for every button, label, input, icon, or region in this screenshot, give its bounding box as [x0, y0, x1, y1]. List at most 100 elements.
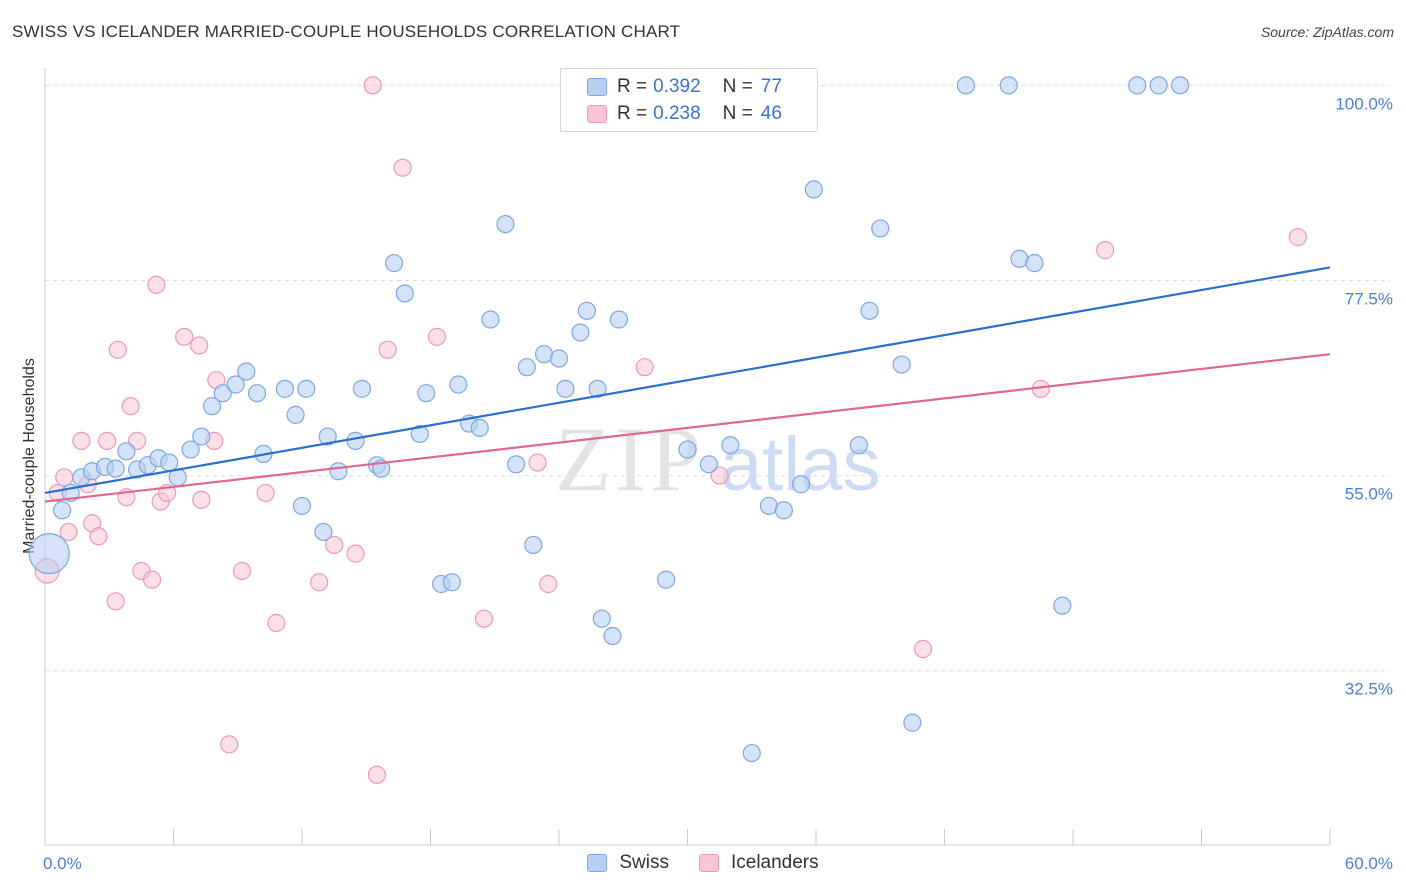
icelander-point [55, 468, 74, 487]
icelander-point [474, 609, 494, 628]
icelander-point [528, 453, 547, 472]
swiss-point [592, 609, 611, 628]
swiss-point [202, 397, 222, 416]
legend-row-icelanders: R = 0.238 N = 46 [587, 102, 782, 126]
y-tick-label: 32.5% [1345, 680, 1393, 699]
icelander-point [192, 490, 211, 509]
swiss-point [849, 436, 868, 455]
source-label: Source: ZipAtlas.com [1260, 24, 1394, 40]
icelander-point [190, 336, 209, 355]
swiss-point [160, 453, 179, 472]
swiss-point [804, 180, 823, 199]
icelander-point [539, 574, 558, 594]
swiss-point [247, 384, 267, 403]
legend-ice-r-label: R = [617, 103, 648, 124]
swiss-point [903, 713, 922, 732]
icelander-point [220, 735, 239, 754]
icelander-point [427, 327, 447, 346]
swiss-point [1128, 76, 1147, 95]
swiss-point [297, 379, 316, 398]
icelander-point [913, 639, 933, 659]
x-ticks [44, 829, 1331, 845]
watermark-zip: ZIP [555, 408, 705, 510]
swiss-point [524, 535, 543, 555]
swiss-point [656, 570, 676, 589]
swiss-point [774, 501, 793, 520]
icelander-point [393, 158, 412, 177]
legend: R = 0.392 N = 77 R = 0.238 N = 46 [560, 68, 818, 132]
swiss-point [534, 345, 554, 364]
y-tick-label: 100.0% [1335, 94, 1393, 113]
swiss-point [213, 384, 232, 403]
swiss-point [549, 349, 569, 368]
swiss-point [1053, 596, 1072, 615]
bottom-legend-swiss[interactable]: Swiss [587, 852, 669, 874]
legend-swiss-r-value: 0.392 [653, 76, 701, 97]
swiss-point [226, 375, 245, 394]
swiss-point [507, 455, 526, 474]
icelander-point [147, 275, 166, 294]
icelander-point [72, 431, 91, 450]
swiss-point [871, 219, 890, 238]
swiss-point [577, 301, 596, 320]
swiss-point [699, 455, 719, 474]
swiss-point [181, 440, 200, 459]
swiss-point [449, 375, 468, 394]
icelander-point [1288, 228, 1307, 247]
swiss-point [860, 301, 879, 320]
swiss-point [286, 405, 305, 424]
icelander-point [1096, 241, 1115, 260]
swiss-point [1170, 76, 1190, 95]
icelander-point [98, 431, 117, 450]
legend-swiss-n-label: N = [722, 76, 753, 97]
swiss-point [517, 358, 536, 377]
icelander-point [121, 397, 140, 416]
swiss-point [292, 496, 312, 516]
swiss-point [28, 533, 70, 575]
bottom-legend-swatch-swiss [587, 854, 608, 872]
swiss-point [318, 427, 337, 446]
swiss-point [53, 501, 72, 520]
swiss-point [603, 626, 622, 646]
swiss-point [481, 310, 500, 329]
swiss-point [470, 418, 489, 437]
icelander-point [175, 327, 194, 346]
swiss-point [417, 384, 436, 403]
legend-swiss-r-label: R = [617, 76, 648, 97]
swiss-trend-line [44, 266, 1331, 495]
swiss-point [721, 436, 740, 455]
legend-row-swiss: R = 0.392 N = 77 [587, 75, 782, 99]
icelander-point [367, 765, 387, 784]
bottom-legend-icelanders[interactable]: Icelanders [698, 852, 819, 874]
legend-swiss-n-value: 77 [760, 76, 782, 97]
swiss-point [571, 323, 590, 342]
y-tick-label: 55.0% [1345, 485, 1393, 504]
y-tick-label: 77.5% [1345, 289, 1393, 308]
watermark: ZIP atlas [555, 408, 881, 510]
bottom-legend: Swiss Icelanders [0, 852, 1406, 874]
bottom-legend-icelanders-label: Icelanders [730, 852, 819, 873]
swiss-point [352, 379, 372, 398]
swiss-point [237, 362, 256, 381]
swiss-point [678, 440, 697, 459]
icelander-point [106, 592, 125, 611]
icelander-point [710, 466, 729, 485]
swiss-point [346, 431, 365, 450]
swiss-point [892, 355, 911, 374]
swiss-point [329, 462, 348, 481]
icelander-point [346, 544, 365, 563]
bottom-legend-swatch-icelanders [698, 854, 719, 872]
x-tick-label: 60.0% [1345, 854, 1393, 873]
swiss-point [395, 284, 414, 303]
swiss-point [759, 496, 778, 516]
swiss-point [742, 743, 761, 763]
swiss-point [956, 76, 976, 95]
swiss-point [791, 475, 811, 494]
swiss-point [275, 379, 294, 398]
watermark-atlas: atlas [720, 422, 881, 507]
legend-swatch-swiss [587, 78, 607, 96]
icelander-point [59, 522, 78, 542]
chart-title: SWISS VS ICELANDER MARRIED-COUPLE HOUSEH… [12, 22, 681, 41]
swiss-point [442, 573, 462, 592]
